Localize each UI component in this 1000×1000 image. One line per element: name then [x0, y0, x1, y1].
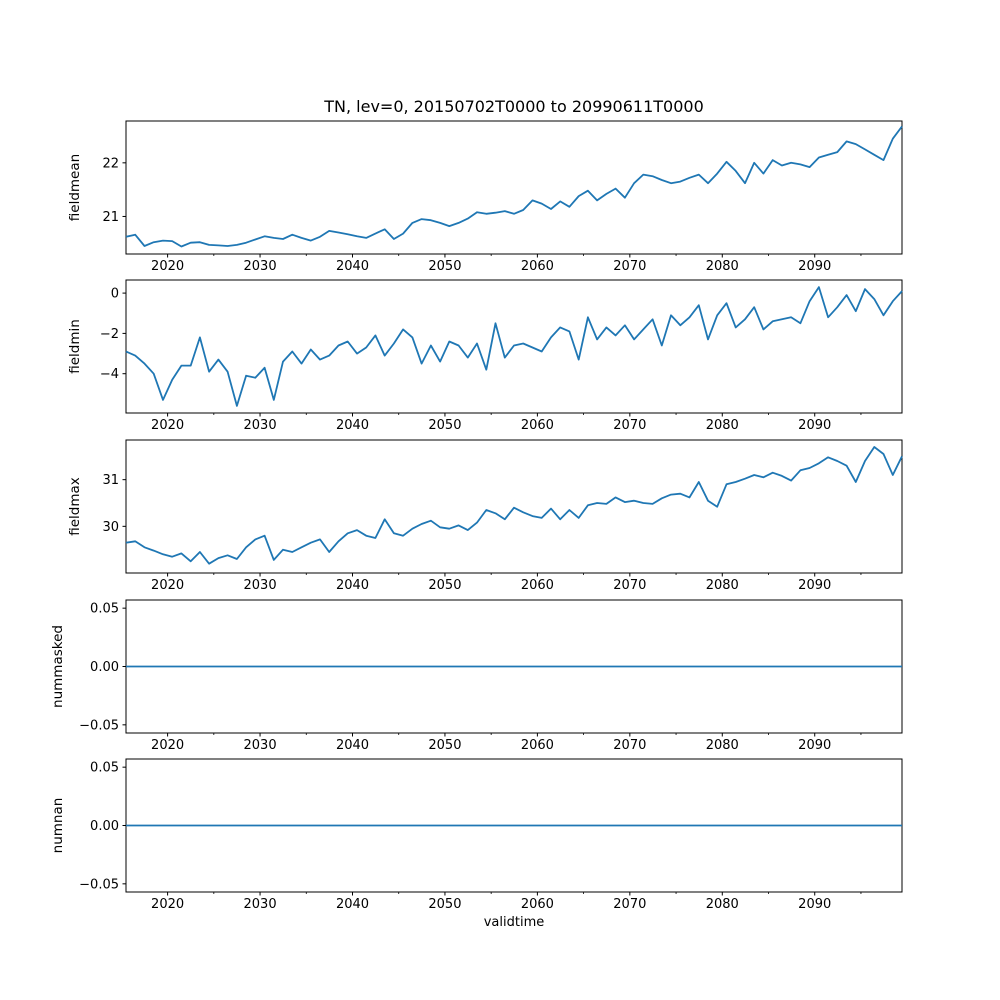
x-tick-label: 2090: [798, 897, 831, 912]
x-tick-label: 2090: [798, 578, 831, 593]
x-tick-label: 2080: [706, 418, 739, 433]
x-tick-label: 2030: [244, 259, 277, 274]
y-tick-label: 31: [102, 473, 119, 488]
x-tick-label: 2070: [613, 738, 646, 753]
y-tick-label: 30: [102, 520, 119, 535]
subplot-fieldmax: 2020 2030 2040 2050 2060 2070 2080 2090 30 31 fiel…: [67, 439, 903, 593]
x-tick-label: 2020: [151, 418, 184, 433]
axes-border: [125, 120, 903, 255]
x-axis-title: validtime: [483, 915, 545, 930]
x-tick-label: 2070: [613, 897, 646, 912]
y-axis-label-numnan: numnan: [50, 798, 66, 854]
chart-title: TN, lev=0, 20150702T0000 to 20990611T000…: [324, 97, 704, 116]
y-tick-label: 0.05: [90, 602, 119, 617]
x-tick-label: 2040: [336, 897, 369, 912]
x-tick-label: 2040: [336, 259, 369, 274]
x-tick-label: 2060: [521, 738, 554, 753]
y-tick-label: −4: [100, 367, 119, 382]
x-tick-label: 2030: [244, 738, 277, 753]
x-tick-label: 2050: [428, 738, 461, 753]
x-tick-label: 2050: [428, 897, 461, 912]
subplot-nummasked: 2020 2030 2040 2050 2060 2070 2080 2090 −0.05 0.0…: [50, 599, 903, 753]
x-tick-label: 2080: [706, 738, 739, 753]
x-tick-label: 2050: [428, 578, 461, 593]
fieldmean-line: [125, 125, 903, 248]
axes-border: [125, 439, 903, 574]
y-tick-label: 0.00: [90, 819, 119, 834]
fieldmax-line: [125, 446, 903, 565]
x-tick-label: 2080: [706, 259, 739, 274]
y-tick-label: −2: [100, 327, 119, 342]
x-tick-label: 2040: [336, 738, 369, 753]
x-tick-label: 2060: [521, 259, 554, 274]
y-tick-label: 0.00: [90, 660, 119, 675]
x-tick-label: 2060: [521, 578, 554, 593]
x-tick-label: 2050: [428, 259, 461, 274]
x-tick-label: 2080: [706, 578, 739, 593]
y-tick-label: 0: [111, 287, 119, 302]
x-tick-label: 2020: [151, 738, 184, 753]
x-tick-label: 2020: [151, 578, 184, 593]
y-tick-label: −0.05: [79, 718, 119, 733]
x-tick-label: 2020: [151, 259, 184, 274]
subplot-fieldmean: 2020 2030 2040 2050 2060 2070 2080 2090 21 22 fiel…: [67, 120, 903, 274]
y-axis-label-nummasked: nummasked: [50, 625, 66, 708]
x-tick-label: 2070: [613, 259, 646, 274]
x-tick-label: 2050: [428, 418, 461, 433]
x-tick-label: 2030: [244, 897, 277, 912]
x-tick-label: 2070: [613, 418, 646, 433]
x-tick-label: 2030: [244, 578, 277, 593]
x-tick-label: 2060: [521, 897, 554, 912]
x-tick-label: 2090: [798, 418, 831, 433]
y-axis-label-fieldmean: fieldmean: [67, 154, 83, 221]
y-tick-label: −0.05: [79, 877, 119, 892]
x-tick-label: 2040: [336, 418, 369, 433]
y-axis-label-fieldmax: fieldmax: [67, 477, 83, 536]
x-tick-label: 2090: [798, 738, 831, 753]
subplot-fieldmin: 2020 2030 2040 2050 2060 2070 2080 2090 −4 −2 0 fie…: [67, 279, 903, 433]
fieldmin-line: [125, 286, 903, 407]
y-tick-label: 21: [102, 210, 119, 225]
x-tick-label: 2040: [336, 578, 369, 593]
y-tick-label: 0.05: [90, 761, 119, 776]
y-tick-label: 22: [102, 156, 119, 171]
x-tick-label: 2070: [613, 578, 646, 593]
x-tick-label: 2030: [244, 418, 277, 433]
subplot-numnan: 2020 2030 2040 2050 2060 2070 2080 2090 −0.05 0.0…: [50, 758, 903, 912]
y-axis-label-fieldmin: fieldmin: [67, 319, 83, 374]
x-tick-label: 2060: [521, 418, 554, 433]
x-tick-label: 2090: [798, 259, 831, 274]
x-tick-label: 2020: [151, 897, 184, 912]
x-tick-label: 2080: [706, 897, 739, 912]
axes-border: [125, 279, 903, 414]
